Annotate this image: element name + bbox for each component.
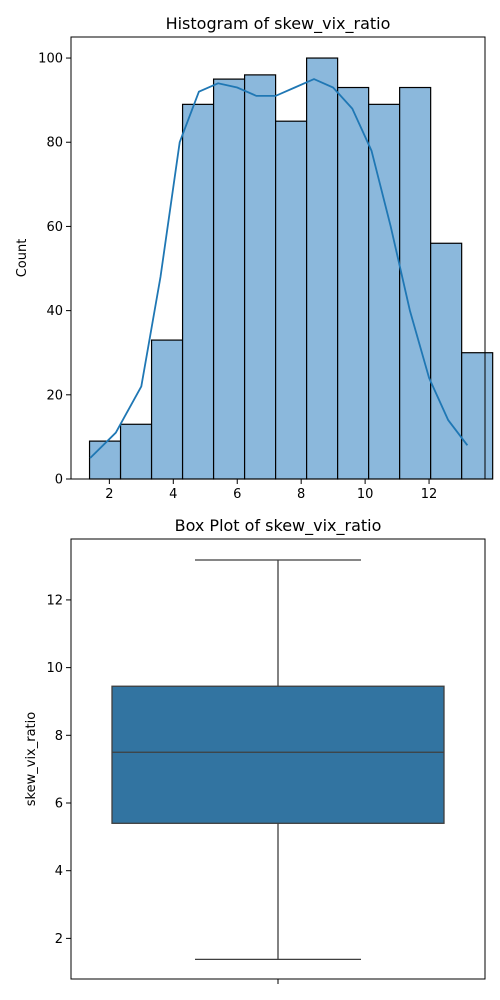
histogram-x-tick-label: 8 (297, 487, 305, 502)
histogram-bar (181, 103, 215, 480)
box-plot-y-tick-label: 8 (55, 729, 63, 744)
histogram-y-tick-label: 20 (46, 388, 63, 403)
box-plot-y-ticks: 2 4 6 8 10 12 (46, 593, 71, 947)
interquartile-box (111, 685, 445, 824)
box-plot-y-tick-label: 2 (55, 932, 63, 947)
histogram-x-tick-label: 4 (169, 487, 177, 502)
histogram-title: Histogram of skew_vix_ratio (166, 14, 391, 34)
box-plot-y-label: skew_vix_ratio (24, 712, 39, 806)
histogram-x-tick-label: 10 (357, 487, 374, 502)
box-plot-marks (111, 559, 445, 961)
histogram-bars (88, 57, 494, 480)
histogram-chart: Histogram of skew_vix_ratio 2 4 6 8 10 12 0 20… (15, 14, 494, 502)
histogram-x-tick-label: 6 (233, 487, 241, 502)
histogram-y-tick-label: 40 (46, 304, 63, 319)
box-plot-y-tick-label: 6 (55, 797, 63, 812)
histogram-y-label: Count (15, 239, 30, 278)
histogram-bar (243, 74, 277, 480)
histogram-x-tick-label: 2 (105, 487, 113, 502)
histogram-axes-frame (70, 36, 486, 480)
kde-curve (89, 78, 469, 459)
histogram-y-tick-label: 100 (38, 52, 63, 67)
histogram-y-tick-label: 80 (46, 136, 63, 151)
histogram-bar (275, 120, 308, 480)
histogram-x-ticks: 2 4 6 8 10 12 (105, 479, 437, 502)
box-plot-y-tick-label: 4 (55, 864, 63, 879)
histogram-bar (88, 440, 122, 480)
histogram-x-tick-label: 12 (421, 487, 438, 502)
histogram-bar (212, 78, 246, 480)
histogram-bar (306, 57, 339, 480)
box-plot-y-tick-label: 12 (46, 593, 63, 608)
histogram-bar (150, 339, 184, 480)
histogram-bar (337, 86, 370, 480)
histogram-bar (119, 423, 153, 480)
histogram-bar (430, 242, 463, 480)
histogram-y-tick-label: 60 (46, 220, 63, 235)
box-plot-y-tick-label: 10 (46, 661, 63, 676)
histogram-bar (399, 86, 432, 480)
histogram-y-tick-label: 0 (55, 473, 63, 488)
box-plot-chart: Box Plot of skew_vix_ratio 2 4 6 8 10 12 skew… (24, 516, 486, 984)
histogram-bar (461, 352, 494, 480)
histogram-bar (368, 103, 401, 480)
histogram-y-ticks: 0 20 40 60 80 100 (38, 52, 71, 488)
box-plot-title: Box Plot of skew_vix_ratio (175, 516, 382, 536)
